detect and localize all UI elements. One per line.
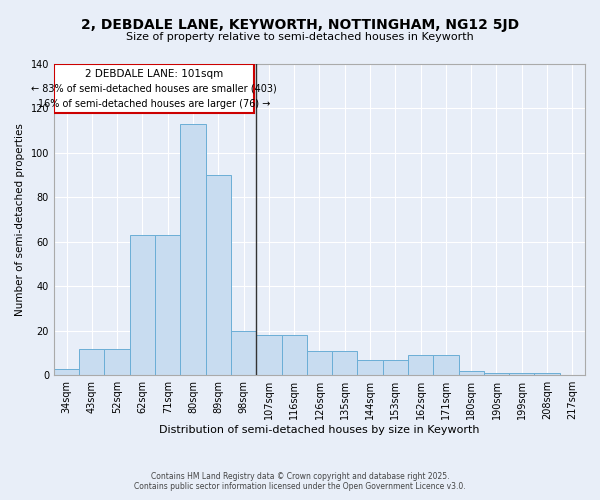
Bar [281,335,307,375]
Bar [155,235,181,375]
Bar [54,64,254,113]
Bar [130,235,155,375]
Bar [408,355,433,375]
Bar [383,360,408,375]
Bar [256,335,281,375]
Text: 2 DEBDALE LANE: 101sqm: 2 DEBDALE LANE: 101sqm [85,69,223,79]
Bar [54,368,79,375]
Text: Size of property relative to semi-detached houses in Keyworth: Size of property relative to semi-detach… [126,32,474,42]
Bar [307,351,332,375]
Bar [104,348,130,375]
Bar [433,355,458,375]
Text: ← 83% of semi-detached houses are smaller (403): ← 83% of semi-detached houses are smalle… [31,84,277,94]
Bar [231,331,256,375]
Text: Contains public sector information licensed under the Open Government Licence v3: Contains public sector information licen… [134,482,466,491]
Bar [358,360,383,375]
Bar [181,124,206,375]
Y-axis label: Number of semi-detached properties: Number of semi-detached properties [15,123,25,316]
Bar [484,373,509,375]
Text: Contains HM Land Registry data © Crown copyright and database right 2025.: Contains HM Land Registry data © Crown c… [151,472,449,481]
Bar [509,373,535,375]
Text: 2, DEBDALE LANE, KEYWORTH, NOTTINGHAM, NG12 5JD: 2, DEBDALE LANE, KEYWORTH, NOTTINGHAM, N… [81,18,519,32]
Bar [332,351,358,375]
Bar [458,371,484,375]
Bar [206,175,231,375]
X-axis label: Distribution of semi-detached houses by size in Keyworth: Distribution of semi-detached houses by … [159,425,480,435]
Bar [535,373,560,375]
Bar [79,348,104,375]
Text: 16% of semi-detached houses are larger (76) →: 16% of semi-detached houses are larger (… [38,99,270,109]
